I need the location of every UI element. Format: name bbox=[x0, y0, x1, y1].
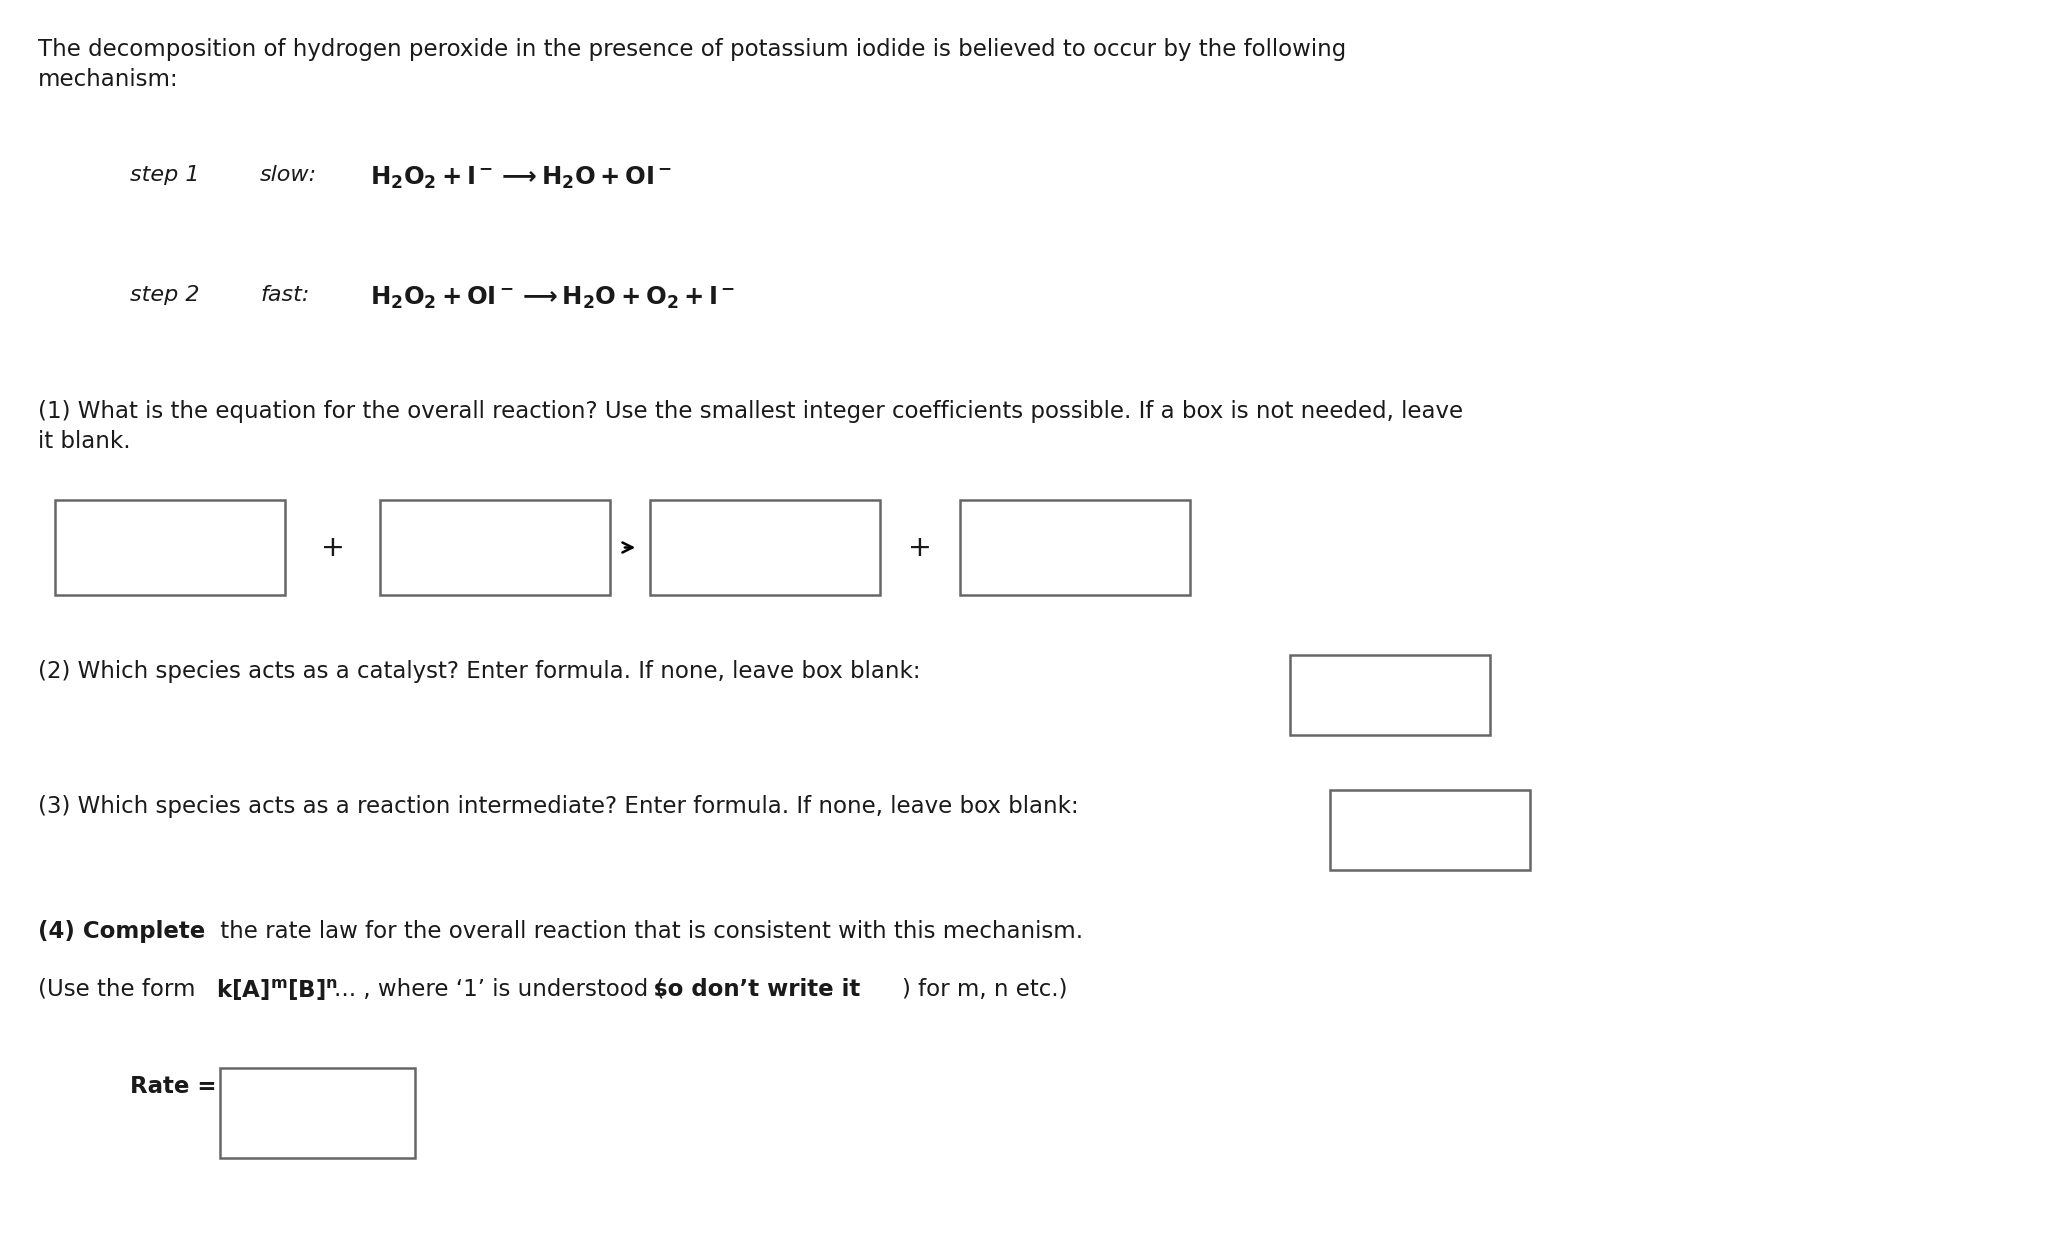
Bar bbox=[221, 1069, 415, 1158]
Bar bbox=[1330, 791, 1530, 870]
Text: +: + bbox=[908, 534, 931, 561]
Text: The decomposition of hydrogen peroxide in the presence of potassium iodide is be: The decomposition of hydrogen peroxide i… bbox=[39, 38, 1346, 61]
Text: (Use the form: (Use the form bbox=[39, 978, 203, 1001]
Text: (4) Complete: (4) Complete bbox=[39, 920, 205, 943]
Text: slow:: slow: bbox=[260, 165, 317, 185]
Bar bbox=[960, 500, 1191, 594]
Text: ... , where ‘1’ is understood (: ... , where ‘1’ is understood ( bbox=[333, 978, 665, 1001]
Text: $\mathbf{k[A]^m[B]^n}$: $\mathbf{k[A]^m[B]^n}$ bbox=[217, 978, 338, 1003]
Text: (2) Which species acts as a catalyst? Enter formula. If none, leave box blank:: (2) Which species acts as a catalyst? En… bbox=[39, 660, 921, 683]
Text: fast:: fast: bbox=[260, 285, 309, 305]
Bar bbox=[381, 500, 610, 594]
Bar bbox=[651, 500, 880, 594]
Text: it blank.: it blank. bbox=[39, 429, 131, 453]
Text: step 1: step 1 bbox=[131, 165, 201, 185]
Text: (3) Which species acts as a reaction intermediate? Enter formula. If none, leave: (3) Which species acts as a reaction int… bbox=[39, 795, 1078, 818]
Bar bbox=[55, 500, 284, 594]
Text: $\mathbf{H_2O_2 + I^- \longrightarrow H_2O + OI^-}$: $\mathbf{H_2O_2 + I^- \longrightarrow H_… bbox=[370, 165, 673, 191]
Text: Rate =: Rate = bbox=[131, 1075, 217, 1098]
Text: (1) What is the equation for the overall reaction? Use the smallest integer coef: (1) What is the equation for the overall… bbox=[39, 400, 1463, 423]
Text: $\mathbf{H_2O_2 + OI^- \longrightarrow H_2O + O_2 + I^-}$: $\mathbf{H_2O_2 + OI^- \longrightarrow H… bbox=[370, 285, 735, 311]
Text: +: + bbox=[321, 534, 344, 561]
Text: ) for m, n etc.): ) for m, n etc.) bbox=[902, 978, 1068, 1001]
Text: the rate law for the overall reaction that is consistent with this mechanism.: the rate law for the overall reaction th… bbox=[213, 920, 1082, 943]
Bar bbox=[1289, 655, 1489, 735]
Text: so don’t write it: so don’t write it bbox=[655, 978, 859, 1001]
Text: step 2: step 2 bbox=[131, 285, 201, 305]
Text: mechanism:: mechanism: bbox=[39, 68, 178, 91]
